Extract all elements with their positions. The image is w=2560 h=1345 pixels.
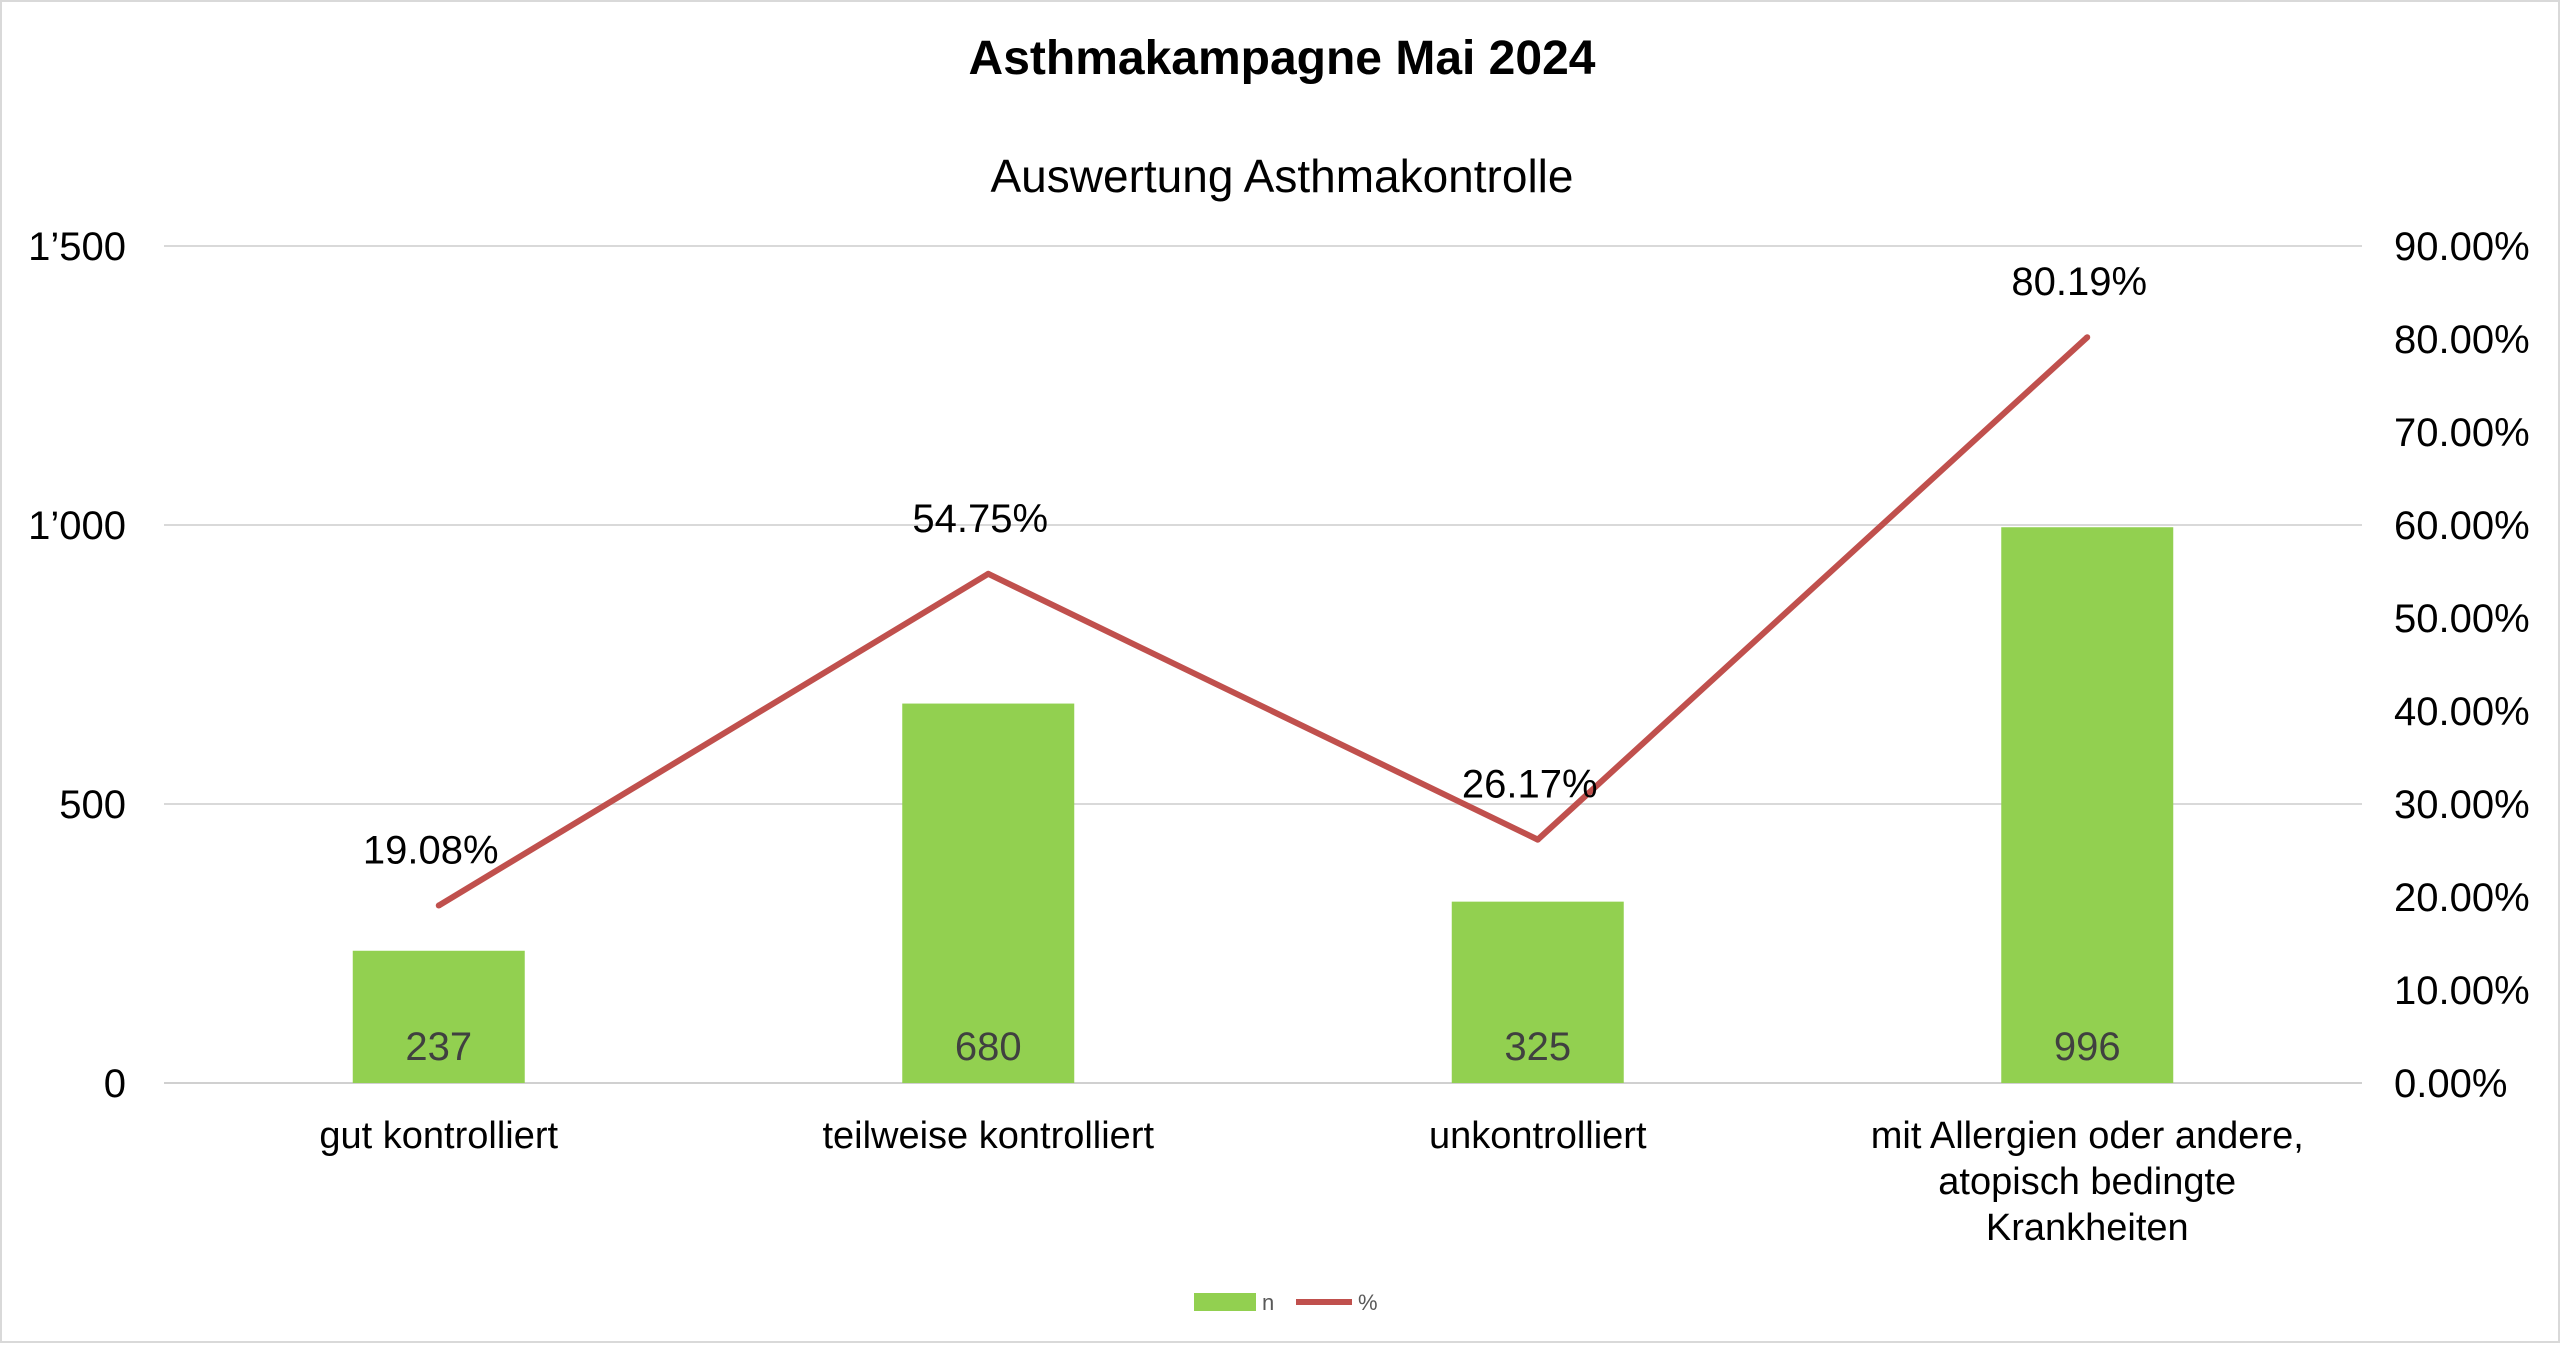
category-label: teilweise kontrolliert [822, 1115, 1154, 1157]
right-axis-tick-label: 30.00% [2394, 783, 2530, 827]
bar [902, 703, 1075, 1083]
category-label: gut kontrolliert [319, 1115, 558, 1157]
line-point [2084, 334, 2091, 341]
bar [2001, 527, 2174, 1083]
category-axis: gut kontrolliert teilweise kontrolliert un… [319, 1115, 2303, 1249]
legend-swatch-n [1194, 1293, 1256, 1311]
left-axis-tick-label: 0 [104, 1062, 126, 1106]
category-label: mit Allergien oder andere, atopisch bedin… [1871, 1115, 2304, 1249]
category-label-line: Krankheiten [1986, 1207, 2189, 1249]
left-axis-tick-label: 500 [59, 783, 126, 827]
bar-data-label: 680 [955, 1025, 1022, 1069]
legend-label-percent: % [1358, 1290, 1378, 1315]
right-axis-tick-label: 80.00% [2394, 318, 2530, 362]
line-data-labels: 19.08% 54.75% 26.17% 80.19% [363, 260, 2147, 872]
category-label: unkontrolliert [1429, 1115, 1647, 1157]
right-axis-tick-label: 0.00% [2394, 1062, 2507, 1106]
category-label-line: gut kontrolliert [319, 1115, 558, 1157]
category-label-line: unkontrolliert [1429, 1115, 1647, 1157]
left-axis: 0 500 1’000 1’500 [28, 225, 126, 1106]
category-label-line: atopisch bedingte [1938, 1161, 2236, 1203]
legend-label-n: n [1262, 1290, 1274, 1315]
right-axis-tick-label: 20.00% [2394, 876, 2530, 920]
gridlines [164, 245, 2362, 1084]
right-axis-tick-label: 10.00% [2394, 969, 2530, 1013]
right-axis-tick-label: 60.00% [2394, 504, 2530, 548]
chart-subtitle: Auswertung Asthmakontrolle [991, 150, 1574, 202]
left-axis-tick-label: 1’000 [28, 504, 126, 548]
bar-data-labels: 237 680 325 996 [405, 1025, 2120, 1069]
category-label-line: teilweise kontrolliert [822, 1115, 1154, 1157]
line-point [985, 570, 992, 577]
right-axis-tick-label: 70.00% [2394, 411, 2530, 455]
percent-line [437, 335, 2090, 909]
right-axis-tick-label: 50.00% [2394, 597, 2530, 641]
line-data-label: 80.19% [2011, 260, 2147, 304]
chart-title: Asthmakampagne Mai 2024 [969, 32, 1596, 85]
line-series-percent [435, 334, 2091, 909]
line-data-label: 19.08% [363, 829, 499, 873]
bar-data-label: 237 [405, 1025, 472, 1069]
legend: n % [1194, 1290, 1378, 1315]
left-axis-tick-label: 1’500 [28, 225, 126, 269]
line-data-label: 26.17% [1462, 763, 1598, 807]
bar-series-n [352, 527, 2174, 1083]
category-label-line: mit Allergien oder andere, [1871, 1115, 2304, 1157]
bar [1451, 901, 1624, 1083]
line-data-label: 54.75% [912, 497, 1048, 541]
bar-data-label: 996 [2054, 1025, 2121, 1069]
right-axis-tick-label: 90.00% [2394, 225, 2530, 269]
line-point [1534, 836, 1541, 843]
right-axis: 0.00% 10.00% 20.00% 30.00% 40.00% 50.00% 60.00… [2394, 225, 2530, 1106]
bar [352, 950, 525, 1083]
right-axis-tick-label: 40.00% [2394, 690, 2530, 734]
bar-data-label: 325 [1504, 1025, 1571, 1069]
line-point [435, 902, 442, 909]
